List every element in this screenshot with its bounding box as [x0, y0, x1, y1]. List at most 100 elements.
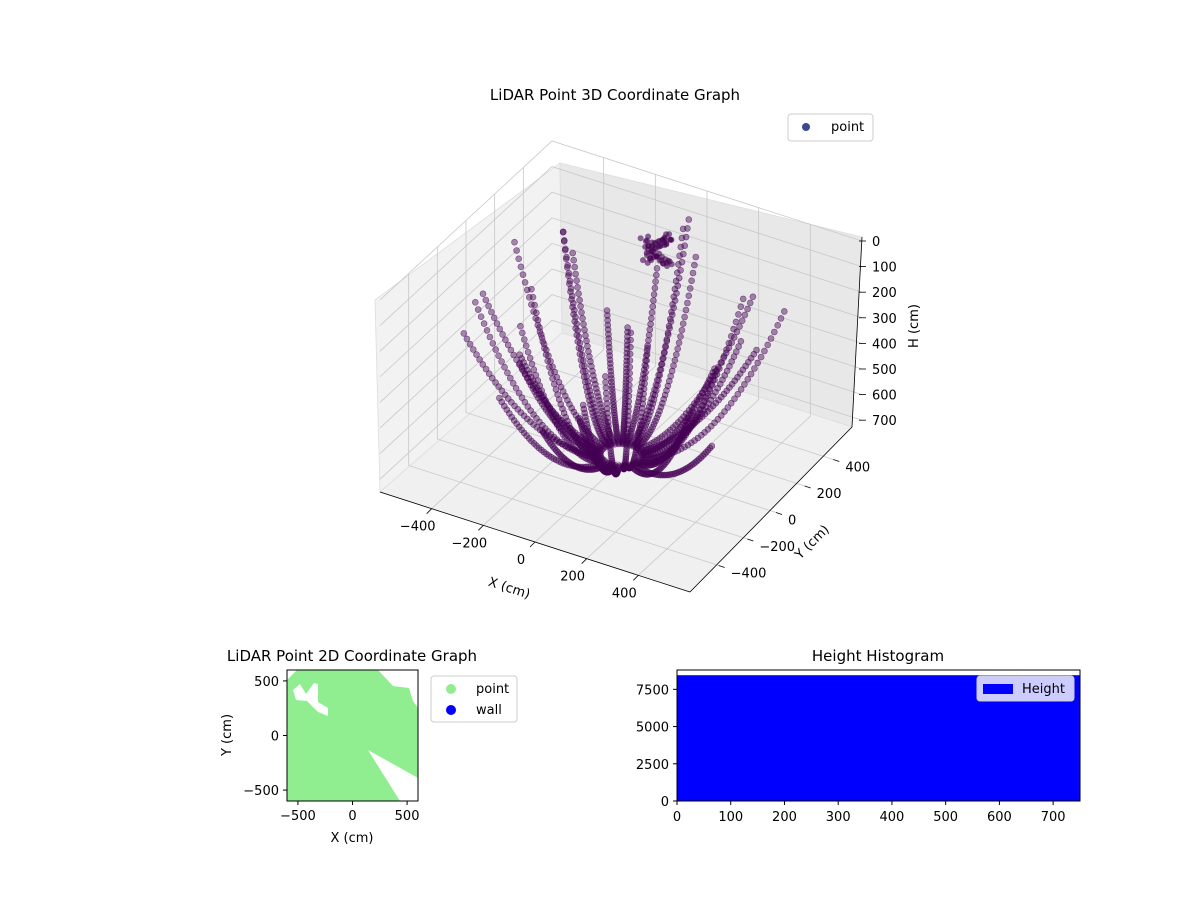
data-point	[671, 356, 679, 364]
data-point	[774, 321, 782, 329]
data-point	[735, 311, 742, 318]
data-point	[531, 388, 539, 396]
data-point	[682, 465, 690, 472]
z-tick-label-3d: 500	[872, 363, 897, 378]
data-point	[632, 446, 640, 454]
data-point	[627, 336, 634, 344]
data-point	[662, 343, 669, 351]
data-point	[573, 277, 580, 285]
y-tick-label-2d: −500	[243, 784, 279, 799]
data-point	[643, 351, 651, 358]
x-tick-label-histogram: 300	[826, 810, 851, 825]
data-point	[654, 411, 662, 418]
data-point	[576, 350, 584, 358]
ticks-3d: −400−2000200400−400−20002004000100200300…	[400, 235, 897, 601]
data-point	[639, 395, 647, 403]
data-point	[525, 293, 533, 301]
z-tick-label-3d: 400	[872, 337, 897, 352]
legend-3d-box	[787, 113, 874, 142]
data-point	[625, 398, 633, 405]
data-point	[544, 357, 552, 365]
data-point	[626, 375, 633, 383]
data-point	[587, 358, 594, 365]
data-point	[595, 396, 603, 404]
data-point	[565, 421, 573, 429]
data-point	[607, 452, 615, 460]
grid-line-z	[379, 268, 863, 429]
data-point	[655, 471, 663, 479]
data-point	[564, 261, 572, 269]
data-point	[754, 359, 762, 367]
data-point	[625, 381, 633, 389]
data-point	[570, 310, 577, 318]
data-point	[512, 384, 520, 392]
data-point	[688, 277, 695, 285]
grid-line-y	[408, 273, 719, 566]
data-point	[660, 471, 668, 479]
data-point	[579, 314, 586, 322]
data-point	[520, 336, 528, 343]
grid-line-y	[494, 194, 805, 487]
data-point	[738, 317, 746, 325]
x-tick-3d	[529, 541, 536, 548]
data-point	[653, 376, 661, 384]
data-point	[642, 459, 650, 467]
shadow-region-2	[368, 750, 418, 801]
data-point	[527, 381, 535, 389]
data-point	[642, 369, 649, 376]
data-point	[656, 456, 664, 464]
data-point	[665, 377, 673, 385]
legend-histogram-label: Height	[1022, 682, 1065, 697]
data-point	[483, 327, 491, 334]
data-point	[644, 344, 651, 352]
data-point	[473, 351, 480, 358]
data-point	[590, 447, 597, 454]
data-point	[530, 440, 538, 447]
data-point	[586, 353, 593, 360]
grid-line-z	[379, 242, 863, 403]
data-point	[625, 387, 633, 395]
data-point	[737, 337, 745, 345]
data-point	[479, 290, 487, 298]
data-point	[637, 235, 644, 242]
data-point	[713, 367, 721, 374]
grid-line-y	[436, 247, 748, 540]
data-point	[528, 360, 536, 368]
data-point	[489, 340, 497, 347]
data-point	[602, 378, 609, 386]
data-point	[510, 417, 518, 424]
data-point	[518, 363, 525, 371]
data-point	[673, 289, 680, 297]
z-tick-label-3d: 0	[872, 235, 880, 250]
data-point	[582, 455, 590, 462]
data-point	[657, 471, 665, 479]
data-point	[652, 417, 659, 425]
data-point	[667, 372, 675, 380]
legend-3d-label: point	[831, 120, 864, 135]
data-point	[645, 246, 652, 253]
data-point	[585, 348, 592, 355]
y-tick-3d	[804, 485, 811, 489]
data-point	[581, 326, 588, 334]
data-point	[520, 367, 527, 375]
data-point	[515, 389, 523, 397]
data-point	[603, 400, 611, 407]
legend-2d: point wall	[430, 675, 518, 723]
y-tick-label-3d: −400	[731, 567, 767, 582]
data-point	[561, 429, 569, 436]
z-axis-line	[851, 236, 863, 428]
data-point	[664, 428, 671, 436]
data-point	[596, 400, 604, 408]
data-point	[532, 309, 540, 317]
data-point	[571, 447, 578, 455]
data-point	[681, 313, 688, 321]
data-point	[549, 375, 556, 382]
data-point	[624, 328, 631, 336]
data-point	[695, 409, 702, 417]
data-point	[652, 381, 660, 389]
data-point	[622, 375, 630, 383]
data-point	[581, 362, 588, 370]
legend-histogram-swatch	[983, 684, 1013, 694]
data-point	[622, 450, 630, 458]
data-point	[677, 243, 685, 251]
